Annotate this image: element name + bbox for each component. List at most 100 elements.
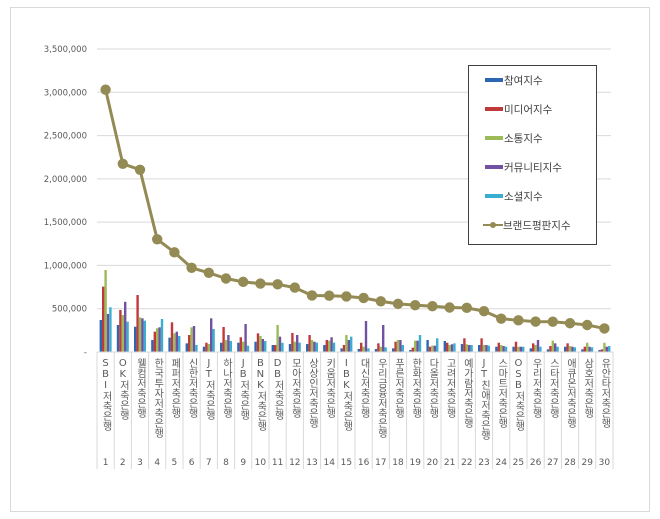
bar — [281, 342, 284, 352]
x-rank-label: 20 — [427, 458, 439, 468]
line-marker — [341, 291, 352, 302]
bar — [328, 340, 331, 352]
x-rank-label: 21 — [444, 458, 455, 468]
legend-label: 참여지수 — [504, 74, 543, 87]
bar — [566, 343, 569, 352]
bar — [222, 326, 225, 352]
x-category-label: DB저축은행 — [272, 358, 284, 420]
legend-item-brand-reputation: 브랜드평판지수 — [483, 218, 571, 232]
x-rank-label: 16 — [358, 458, 370, 468]
line-marker — [134, 164, 146, 175]
bar — [583, 346, 586, 352]
bar — [261, 339, 264, 352]
bar — [586, 342, 589, 352]
legend-item-media: 미디어지수 — [485, 102, 552, 116]
x-rank-label: 22 — [461, 458, 472, 468]
bar — [414, 340, 417, 352]
legend-swatch-icon — [485, 78, 503, 82]
bar — [124, 301, 127, 352]
line-marker — [324, 290, 335, 301]
line-marker — [100, 84, 111, 95]
bar — [308, 335, 311, 352]
bar — [160, 319, 164, 352]
bar — [202, 346, 206, 352]
x-category-label: 삼호저축은행 — [582, 358, 594, 418]
bar — [364, 321, 368, 352]
bar — [522, 346, 525, 352]
bar — [121, 315, 124, 352]
bar — [224, 339, 228, 352]
x-rank-label: 9 — [240, 458, 246, 468]
x-rank-label: 25 — [513, 458, 524, 468]
x-category-label: 유안타저축은행 — [599, 358, 611, 428]
bar — [564, 346, 567, 352]
legend-label: 브랜드평판지수 — [503, 219, 571, 232]
bar — [278, 336, 282, 352]
legend-swatch-icon — [485, 165, 503, 169]
x-category-label: 스타저축은행 — [547, 358, 559, 418]
bar — [360, 342, 363, 352]
legend-line-marker-icon — [483, 220, 503, 230]
bar — [104, 270, 107, 352]
bar — [551, 340, 554, 352]
line-marker — [444, 302, 455, 313]
bar — [463, 338, 466, 352]
x-rank-label: 1 — [103, 458, 109, 468]
x-rank-label: 18 — [392, 458, 404, 468]
line-marker — [375, 296, 386, 307]
x-category-label: 키움저축은행 — [324, 358, 336, 418]
bar — [195, 344, 198, 352]
line-marker — [186, 262, 197, 273]
x-category-label: 웰컴저축은행 — [135, 358, 147, 418]
legend-item-social: 소셜지수 — [485, 189, 543, 203]
bar — [178, 335, 181, 352]
bar — [362, 346, 365, 352]
bar — [382, 324, 385, 352]
x-rank-label: 14 — [323, 458, 335, 468]
bar — [298, 342, 301, 352]
legend-swatch-icon — [485, 136, 503, 140]
bar — [153, 331, 156, 352]
bar — [519, 346, 522, 352]
bar — [99, 319, 102, 352]
x-rank-label: 17 — [375, 458, 386, 468]
bar — [465, 344, 468, 352]
legend-swatch-icon — [485, 194, 503, 198]
bar — [608, 346, 611, 352]
bar — [274, 344, 277, 352]
line-marker — [152, 234, 163, 245]
legend-item-communication: 소통지수 — [485, 131, 543, 145]
bar — [502, 346, 505, 352]
x-rank-label: 12 — [289, 458, 300, 468]
bar — [482, 344, 486, 352]
x-rank-label: 29 — [581, 458, 593, 468]
x-rank-label: 28 — [564, 458, 576, 468]
x-category-label: 대신저축은행 — [358, 358, 370, 418]
y-tick-label: 1,000,000 — [44, 261, 87, 271]
bar — [347, 339, 350, 352]
bar — [276, 324, 279, 352]
line-marker — [358, 292, 369, 304]
bar — [357, 348, 360, 352]
bar — [158, 327, 161, 352]
bar — [332, 342, 336, 352]
x-rank-label: 8 — [223, 458, 229, 468]
bar — [325, 339, 328, 352]
bar — [517, 346, 520, 352]
x-category-label: 고려저축은행 — [444, 358, 456, 418]
bar-series — [99, 270, 611, 352]
bar — [116, 324, 120, 352]
legend-label: 소셜지수 — [504, 190, 543, 203]
bar — [460, 344, 464, 352]
y-tick-label: 1,500,000 — [44, 218, 87, 228]
bar — [293, 341, 296, 352]
bar — [296, 335, 299, 352]
bar — [168, 337, 171, 352]
bar — [340, 348, 343, 352]
bar — [143, 320, 146, 352]
bar — [102, 286, 105, 352]
bar — [448, 344, 451, 352]
bar — [546, 349, 550, 352]
bar — [556, 346, 559, 352]
x-category-label: IBK저축은행 — [341, 358, 353, 431]
